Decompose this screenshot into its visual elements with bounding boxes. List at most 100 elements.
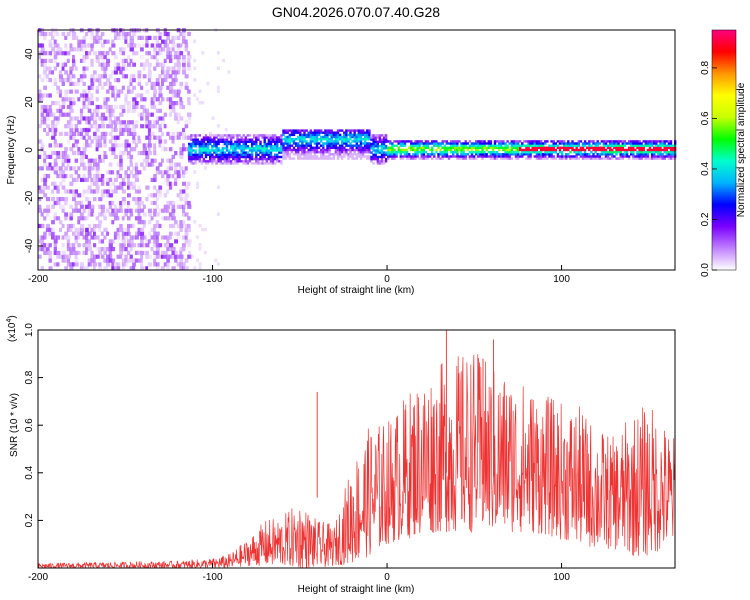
spectrogram-cell: [525, 144, 528, 147]
spectrogram-cell: [294, 153, 298, 156]
spectrogram-cell: [176, 193, 181, 198]
spectrogram-cell: [347, 148, 350, 152]
spectrogram-cell: [341, 144, 344, 147]
spectrogram-cell: [225, 134, 229, 137]
spectrogram-cell: [113, 154, 118, 159]
spectrogram-cell: [38, 31, 42, 37]
spectrogram-cell: [230, 160, 233, 163]
spectrogram-cell: [142, 112, 146, 117]
spectrogram-cell: [609, 153, 612, 156]
spectrogram-cell: [85, 104, 89, 110]
spectrogram-cell: [665, 146, 668, 149]
spectrogram-cell: [669, 146, 673, 149]
spectrogram-cell: [61, 250, 66, 255]
spectrogram-cell: [121, 231, 126, 236]
spectrogram-cell: [225, 160, 229, 163]
spectrogram-cell: [127, 223, 130, 229]
spectrogram-cell: [40, 266, 44, 271]
spectrogram-cell: [483, 146, 486, 149]
spectrogram-cell: [124, 208, 128, 213]
spectrogram-cell: [466, 146, 469, 149]
spectrogram-cell: [179, 223, 184, 229]
spectrogram-cell: [119, 227, 124, 232]
spectrogram-cell: [119, 174, 122, 179]
spectrogram-cell: [357, 131, 361, 134]
spectrogram-cell: [632, 146, 635, 149]
spectrogram-cell: [276, 145, 279, 148]
spectrogram-cell: [627, 142, 631, 145]
spectrogram-cell: [53, 139, 57, 144]
spectrogram-cell: [380, 157, 384, 161]
spectrogram-cell: [153, 262, 158, 267]
spectrogram-cell: [657, 151, 660, 154]
spectrogram-cell: [263, 147, 266, 150]
spectrogram-cell: [132, 127, 136, 133]
spectrogram-cell: [393, 144, 396, 147]
spectrogram-cell: [95, 177, 99, 182]
spectrogram-cell: [132, 78, 136, 83]
spectrogram-cell: [288, 146, 291, 149]
spectrogram-cell: [61, 208, 65, 213]
spectrogram-cell: [391, 151, 394, 154]
spectrogram-cell: [253, 140, 256, 143]
spectrogram-cell: [204, 153, 208, 156]
spectrogram-cell: [332, 142, 335, 145]
spectrogram-cell: [119, 162, 123, 167]
spectrogram-cell: [147, 220, 152, 225]
spectrogram-cell: [552, 157, 555, 160]
spectrogram-cell: [437, 157, 440, 160]
spectrogram-cell: [51, 235, 55, 240]
spectrogram-cell: [324, 148, 327, 152]
spectrogram-cell: [69, 78, 73, 83]
spectrogram-cell: [294, 138, 298, 141]
spectrogram-cell: [69, 70, 73, 75]
spectrogram-cell: [420, 142, 423, 145]
spectrogram-cell: [326, 148, 329, 152]
spectrogram-cell: [51, 101, 56, 106]
spectrogram-cell: [113, 120, 119, 125]
spectrogram-cell: [184, 212, 189, 217]
spectrogram-cell: [69, 227, 73, 232]
spectrogram-cell: [190, 147, 193, 150]
spectrogram-cell: [188, 147, 191, 150]
spectrogram-cell: [108, 104, 113, 110]
spectrogram-cell: [129, 158, 133, 163]
spectrogram-cell: [495, 144, 499, 147]
spectrogram-cell: [103, 116, 108, 121]
spectrogram-cell: [577, 140, 580, 143]
spectrogram-cell: [38, 223, 42, 229]
spectrogram-cell: [292, 140, 296, 143]
spectrogram-cell: [79, 154, 84, 159]
spectrogram-cell: [137, 212, 141, 217]
spectrogram-cell: [230, 138, 233, 141]
spectrogram-cell: [665, 155, 668, 158]
spectrogram-cell: [623, 148, 627, 152]
spectrogram-cell: [546, 140, 549, 143]
spectrogram-cell: [361, 153, 365, 156]
spectrogram-cell: [368, 151, 371, 154]
spectrogram-cell: [435, 157, 438, 160]
spectrogram-cell: [255, 160, 258, 163]
spectrogram-cell: [424, 155, 428, 158]
spectrogram-cell: [274, 153, 277, 156]
spectrogram-cell: [179, 31, 184, 37]
spectrogram-cell: [571, 155, 574, 158]
spectrogram-cell: [195, 258, 199, 262]
spectrogram-cell: [349, 155, 352, 158]
spectrogram-cell: [586, 142, 589, 145]
spectrogram-cell: [40, 108, 45, 113]
spectrogram-cell: [655, 140, 658, 143]
spectrogram-cell: [116, 262, 121, 267]
spectrogram-cell: [575, 144, 578, 147]
spectrogram-cell: [58, 104, 63, 110]
spectrogram-cell: [171, 212, 175, 217]
spectrogram-cell: [61, 197, 65, 202]
spectrogram-cell: [174, 181, 178, 186]
spectrogram-cell: [61, 258, 66, 263]
spectrogram-cell: [87, 185, 92, 190]
spectrogram-cell: [416, 140, 419, 143]
spectrogram-cell: [577, 157, 580, 160]
spectrogram-cell: [625, 153, 629, 156]
spectrogram-cell: [263, 138, 266, 141]
spectrogram-cell: [475, 157, 478, 160]
